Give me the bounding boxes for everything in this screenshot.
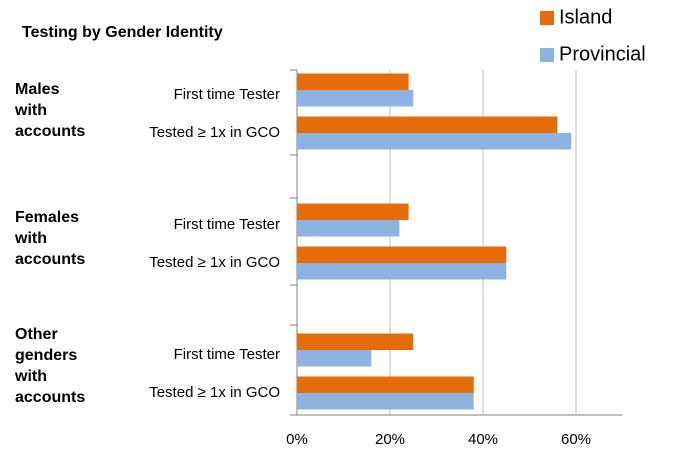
group-label: with [14, 102, 47, 119]
group-label: Females [15, 209, 79, 226]
x-tick-label: 0% [286, 431, 308, 448]
group-label: with [14, 368, 47, 385]
y-tick-label: First time Tester [174, 216, 280, 233]
group-label: accounts [15, 123, 85, 140]
legend-label: Provincial [559, 43, 646, 65]
bar [297, 203, 409, 220]
legend-swatch [540, 11, 554, 25]
category-separators [290, 69, 297, 416]
bar [297, 90, 414, 107]
chart-title: Testing by Gender Identity [22, 24, 223, 41]
bar [297, 116, 558, 133]
bar [297, 133, 572, 150]
bar [297, 73, 409, 90]
bar [297, 220, 400, 237]
x-tick-label: 60% [561, 431, 591, 448]
y-tick-label: Tested ≥ 1x in GCO [149, 384, 280, 401]
group-label: genders [15, 347, 77, 364]
y-tick-label: Tested ≥ 1x in GCO [149, 254, 280, 271]
legend-label: Island [559, 6, 612, 28]
x-tick-label: 20% [375, 431, 405, 448]
group-label: Males [15, 81, 60, 98]
bar [297, 263, 507, 280]
x-tick-label: 40% [468, 431, 498, 448]
group-label: with [14, 230, 47, 247]
bar [297, 246, 507, 263]
bar [297, 376, 474, 393]
bar [297, 350, 372, 367]
y-tick-label: Tested ≥ 1x in GCO [149, 124, 280, 141]
y-tick-label: First time Tester [174, 346, 280, 363]
group-label: accounts [15, 251, 85, 268]
legend-swatch [540, 48, 554, 62]
y-tick-label: First time Tester [174, 86, 280, 103]
group-label: Other [15, 326, 58, 343]
bar [297, 333, 414, 350]
bar [297, 393, 474, 410]
group-label: accounts [15, 389, 85, 406]
